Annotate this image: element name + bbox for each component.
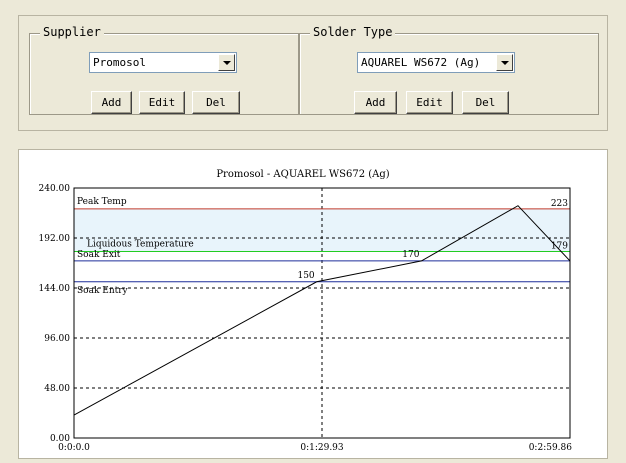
solder-type-group: Solder Type AQUAREL WS672 (Ag) Add Edit … (299, 25, 599, 115)
y-tick-label: 240.00 (39, 184, 71, 194)
chevron-down-icon[interactable] (496, 54, 513, 71)
solder-type-select[interactable]: AQUAREL WS672 (Ag) (357, 52, 515, 73)
reference-line-label: Soak Entry (77, 286, 129, 296)
x-tick-label: 0:2:59.86 (529, 443, 573, 453)
point-label: 170 (402, 250, 419, 260)
reference-line-label: Liquidous Temperature (87, 240, 194, 250)
supplier-edit-button[interactable]: Edit (139, 91, 185, 114)
y-tick-label: 96.00 (44, 334, 70, 344)
supplier-add-button[interactable]: Add (91, 91, 132, 114)
y-tick-label: 192.00 (39, 234, 71, 244)
solder-type-edit-button[interactable]: Edit (406, 91, 453, 114)
selection-panel: Supplier Promosol Add Edit Del Solder Ty… (18, 15, 608, 131)
supplier-select[interactable]: Promosol (89, 52, 237, 73)
y-tick-label: 48.00 (44, 384, 70, 394)
reference-line-label: Peak Temp (77, 197, 127, 207)
chart-background (19, 150, 607, 458)
chart-title: Promosol - AQUAREL WS672 (Ag) (216, 169, 389, 180)
supplier-legend: Supplier (40, 25, 104, 39)
y-tick-label: 144.00 (39, 284, 71, 294)
chevron-down-icon[interactable] (218, 54, 235, 71)
reference-value-label: 223 (551, 199, 568, 209)
reflow-profile-chart: Peak Temp 223 Liquidous Temperature 179 Soak… (19, 150, 607, 458)
solder-type-add-button[interactable]: Add (354, 91, 397, 114)
solder-type-del-button[interactable]: Del (462, 91, 509, 114)
x-tick-label: 0:0:0.0 (58, 443, 90, 453)
y-tick-label: 0.00 (50, 434, 70, 444)
supplier-del-button[interactable]: Del (192, 91, 240, 114)
solder-type-legend: Solder Type (310, 25, 396, 39)
profile-line (73, 205, 571, 416)
reference-value-label: 179 (551, 242, 568, 252)
x-tick-label: 0:1:29.93 (300, 443, 344, 453)
point-label: 150 (297, 271, 314, 281)
reference-line-label: Soak Exit (77, 250, 121, 260)
supplier-select-value: Promosol (93, 56, 146, 69)
solder-type-select-value: AQUAREL WS672 (Ag) (361, 56, 481, 69)
chart-panel: Peak Temp 223 Liquidous Temperature 179 Soak… (18, 149, 608, 459)
supplier-group: Supplier Promosol Add Edit Del (29, 25, 299, 115)
plot-frame (73, 187, 571, 439)
